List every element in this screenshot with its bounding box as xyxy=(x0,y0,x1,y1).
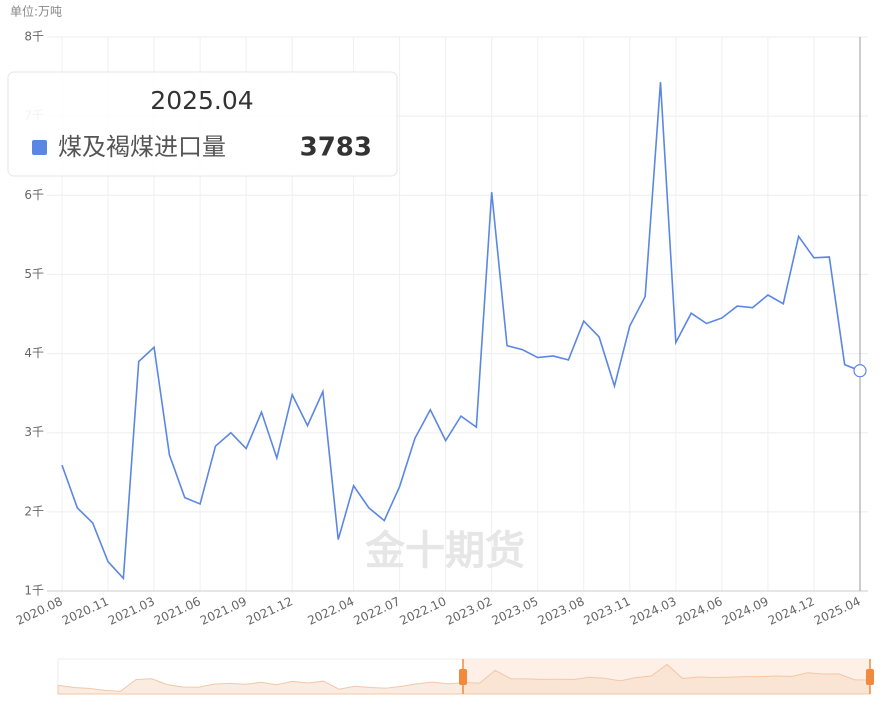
x-tick-label: 2022.10 xyxy=(398,594,449,628)
y-tick-label: 5千 xyxy=(24,267,44,281)
overview-line xyxy=(57,663,871,695)
tooltip-series: 煤及褐煤进口量 xyxy=(58,133,226,161)
x-tick-label: 2020.08 xyxy=(14,594,65,628)
x-tick-label: 2021.06 xyxy=(152,594,203,628)
zoom-handle[interactable] xyxy=(866,669,874,685)
x-tick-label: 2024.06 xyxy=(674,594,725,628)
tooltip-swatch xyxy=(32,140,47,155)
active-point xyxy=(853,364,867,378)
tooltip-value: 3783 xyxy=(300,133,372,163)
x-tick-label: 2023.08 xyxy=(536,594,587,628)
y-tick-label: 1千 xyxy=(24,584,44,598)
tooltip-box xyxy=(7,71,398,177)
tooltip-date: 2025.04 xyxy=(150,86,253,115)
x-tick-label: 2023.11 xyxy=(582,594,633,628)
x-tick-label: 2024.12 xyxy=(766,594,817,628)
y-tick-label: 8千 xyxy=(24,30,44,44)
zoom-handle[interactable] xyxy=(459,669,467,685)
x-tick-label: 2021.12 xyxy=(244,594,295,628)
series-line xyxy=(61,82,861,581)
x-tick-label: 2024.03 xyxy=(628,594,679,628)
tooltip: 2025.04 煤及褐煤进口量 3783 xyxy=(7,71,398,177)
x-tick-label: 2022.07 xyxy=(351,594,402,628)
x-tick-label: 2022.04 xyxy=(305,594,356,628)
x-tick-label: 2025.04 xyxy=(812,594,863,628)
x-tick-label: 2020.11 xyxy=(60,594,111,628)
x-tick-label: 2021.03 xyxy=(106,594,157,628)
watermark: 金十期货 xyxy=(364,528,525,574)
x-tick-label: 2024.09 xyxy=(720,594,771,628)
y-tick-label: 2千 xyxy=(24,504,44,518)
unit-label: 单位:万吨 xyxy=(10,4,62,19)
x-tick-label: 2023.05 xyxy=(490,594,541,628)
y-tick-label: 6千 xyxy=(24,188,44,202)
y-tick-label: 4千 xyxy=(24,346,44,360)
x-tick-label: 2023.02 xyxy=(444,594,495,628)
y-tick-label: 3千 xyxy=(24,425,44,439)
x-tick-label: 2021.09 xyxy=(198,594,249,628)
